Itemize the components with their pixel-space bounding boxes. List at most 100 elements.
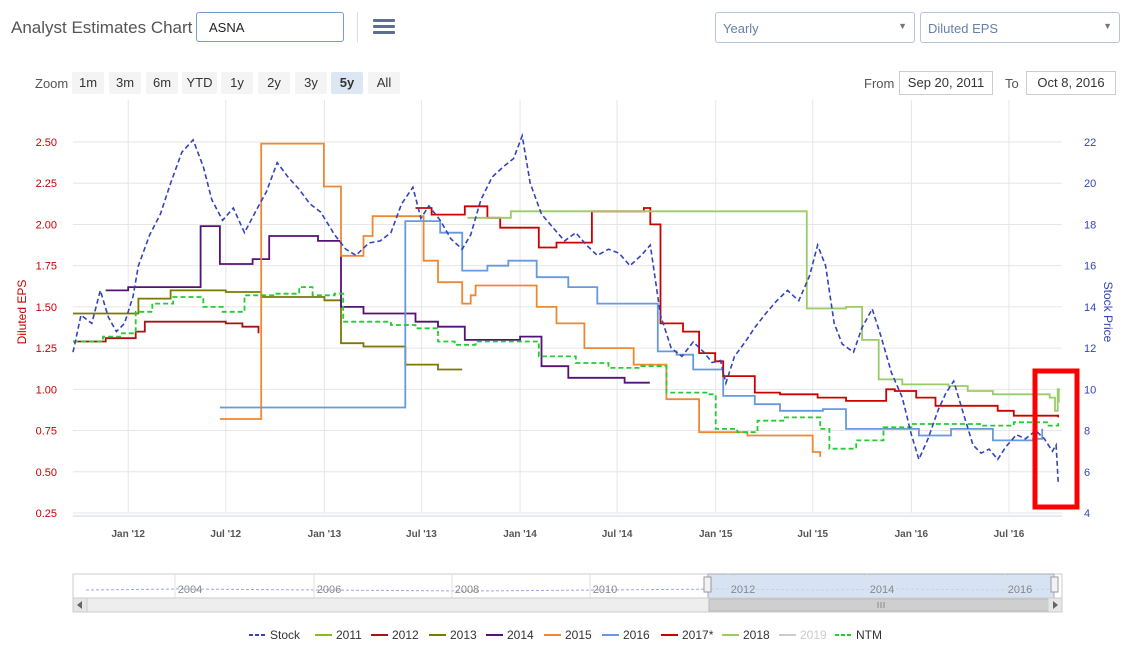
navigator-year-label: 2006 [317,584,341,596]
series-line-2016 [219,220,1044,442]
y-tick-label: 1.00 [36,384,57,396]
y-tick-label: 0.25 [36,508,57,520]
y-axis-title: Diluted EPS [15,280,29,345]
legend-item-2016[interactable]: 2016 [602,628,650,642]
legend-item-2019[interactable]: 2019 [779,628,827,642]
y2-tick-label: 16 [1084,261,1096,273]
legend-label: 2014 [507,628,534,642]
y-tick-label: 1.75 [36,261,57,273]
zoom-button-ytd[interactable]: YTD [182,72,217,94]
x-tick-label: Jan '13 [308,529,342,540]
chevron-down-icon: ▼ [898,21,907,31]
y2-axis-title: Stock Price [1101,282,1115,343]
legend-label: 2016 [623,628,650,642]
chevron-down-icon: ▼ [1103,21,1112,31]
x-tick-label: Jul '12 [210,529,241,540]
zoom-button-all[interactable]: All [368,72,400,94]
series-line-2014 [105,225,650,384]
legend-label: 2012 [392,628,419,642]
grip-icon [877,602,885,608]
x-tick-label: Jan '16 [895,529,929,540]
zoom-button-3y[interactable]: 3y [295,72,327,94]
period-select-value: Yearly [723,21,759,36]
metric-select-value: Diluted EPS [928,21,999,36]
legend-label: 2013 [450,628,477,642]
legend-item-stock[interactable]: Stock [249,628,301,642]
zoom-button-5y[interactable]: 5y [331,72,363,94]
navigator-year-label: 2012 [731,584,755,596]
to-label: To [1005,76,1019,91]
legend-item-2011[interactable]: 2011 [315,628,362,642]
y2-tick-label: 10 [1084,384,1096,396]
x-tick-label: Jul '15 [797,529,828,540]
y2-tick-label: 14 [1084,302,1096,314]
y-tick-label: 2.25 [36,178,57,190]
series-line-2017 [415,205,1060,418]
x-tick-label: Jan '15 [699,529,733,540]
x-tick-label: Jul '13 [406,529,437,540]
to-date-input[interactable]: Oct 8, 2016 [1026,71,1116,95]
y-tick-label: 2.50 [36,137,57,149]
legend-label: 2011 [336,628,362,642]
legend-label: 2018 [743,628,770,642]
legend-item-2018[interactable]: 2018 [722,628,770,642]
y-tick-label: 2.00 [36,219,57,231]
zoom-button-3m[interactable]: 3m [109,72,141,94]
zoom-button-6m[interactable]: 6m [146,72,178,94]
zoom-button-1y[interactable]: 1y [221,72,253,94]
series-line-ntm [73,286,1060,450]
y-tick-label: 1.50 [36,302,57,314]
y2-tick-label: 8 [1084,426,1090,438]
ticker-input[interactable] [196,12,344,42]
navigator-year-label: 2016 [1008,584,1032,596]
zoom-label: Zoom [35,76,69,91]
navigator-year-label: 2010 [593,584,617,596]
navigator-year-label: 2004 [178,584,202,596]
legend-label: NTM [856,628,882,642]
chevron-left-icon [77,601,82,609]
navigator-year-label: 2008 [455,584,479,596]
legend-item-2013[interactable]: 2013 [429,628,477,642]
legend-label: 2017* [682,628,714,642]
legend-item-ntm[interactable]: NTM [835,628,882,642]
y-tick-label: 0.75 [36,426,57,438]
y2-tick-label: 22 [1084,137,1096,149]
navigator-year-label: 2014 [870,584,894,596]
highlight-box [1032,368,1080,510]
y-tick-label: 1.25 [36,343,57,355]
legend-item-2017[interactable]: 2017* [661,628,714,642]
x-tick-label: Jul '14 [602,529,633,540]
x-tick-label: Jan '12 [111,529,145,540]
series-line-stock [72,132,1059,483]
x-tick-label: Jan '14 [503,529,537,540]
legend-label: 2015 [565,628,592,642]
legend-label: Stock [270,628,301,642]
series-line-2018 [467,210,1060,412]
hamburger-menu-icon[interactable] [373,16,395,36]
y2-tick-label: 4 [1084,508,1090,520]
page-title: Analyst Estimates Chart [11,18,193,37]
x-tick-label: Jul '16 [994,529,1025,540]
y2-tick-label: 18 [1084,219,1096,231]
header-divider [357,12,358,42]
navigator-right-handle[interactable] [1050,576,1059,593]
y2-tick-label: 12 [1084,343,1096,355]
y-tick-label: 0.50 [36,467,57,479]
period-select[interactable]: Yearly ▼ [715,12,915,43]
from-date-input[interactable]: Sep 20, 2011 [899,71,993,95]
navigator-left-handle[interactable] [703,576,712,593]
legend-label: 2019 [800,628,827,642]
y2-tick-label: 20 [1084,178,1096,190]
series-line-2012 [73,320,260,343]
legend-item-2015[interactable]: 2015 [544,628,592,642]
from-label: From [864,76,895,91]
metric-select[interactable]: Diluted EPS ▼ [920,12,1120,43]
zoom-button-2y[interactable]: 2y [258,72,290,94]
legend-item-2012[interactable]: 2012 [371,628,419,642]
y2-tick-label: 6 [1084,467,1090,479]
zoom-button-1m[interactable]: 1m [72,72,104,94]
series-line-2015 [219,142,822,457]
chevron-right-icon [1053,601,1058,609]
legend-item-2014[interactable]: 2014 [486,628,534,642]
